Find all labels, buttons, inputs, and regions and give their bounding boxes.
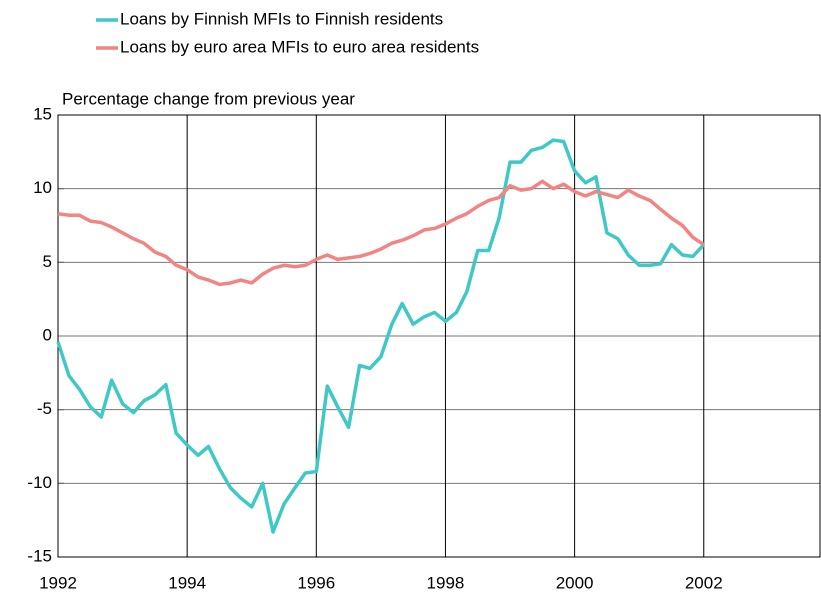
x-tick-label: 2002	[685, 573, 723, 592]
y-axis-title: Percentage change from previous year	[62, 89, 355, 108]
y-tick-label: 5	[43, 252, 52, 271]
plot-frame	[57, 114, 821, 558]
y-tick-label: 10	[33, 178, 52, 197]
y-tick-label: 15	[33, 104, 52, 123]
x-tick-label: 1996	[297, 573, 335, 592]
legend-label: Loans by Finnish MFIs to Finnish residen…	[120, 9, 443, 28]
x-tick-label: 1992	[39, 573, 77, 592]
y-tick-label: -5	[37, 399, 52, 418]
y-tick-label: -15	[27, 546, 52, 565]
x-tick-label: 1994	[168, 573, 206, 592]
x-tick-label: 1998	[427, 573, 465, 592]
legend-label: Loans by euro area MFIs to euro area res…	[120, 37, 479, 56]
data-line	[57, 179, 705, 287]
data-line	[56, 138, 706, 534]
y-tick-label: 0	[43, 325, 52, 344]
x-tick-label: 2000	[556, 573, 594, 592]
y-tick-label: -10	[27, 473, 52, 492]
